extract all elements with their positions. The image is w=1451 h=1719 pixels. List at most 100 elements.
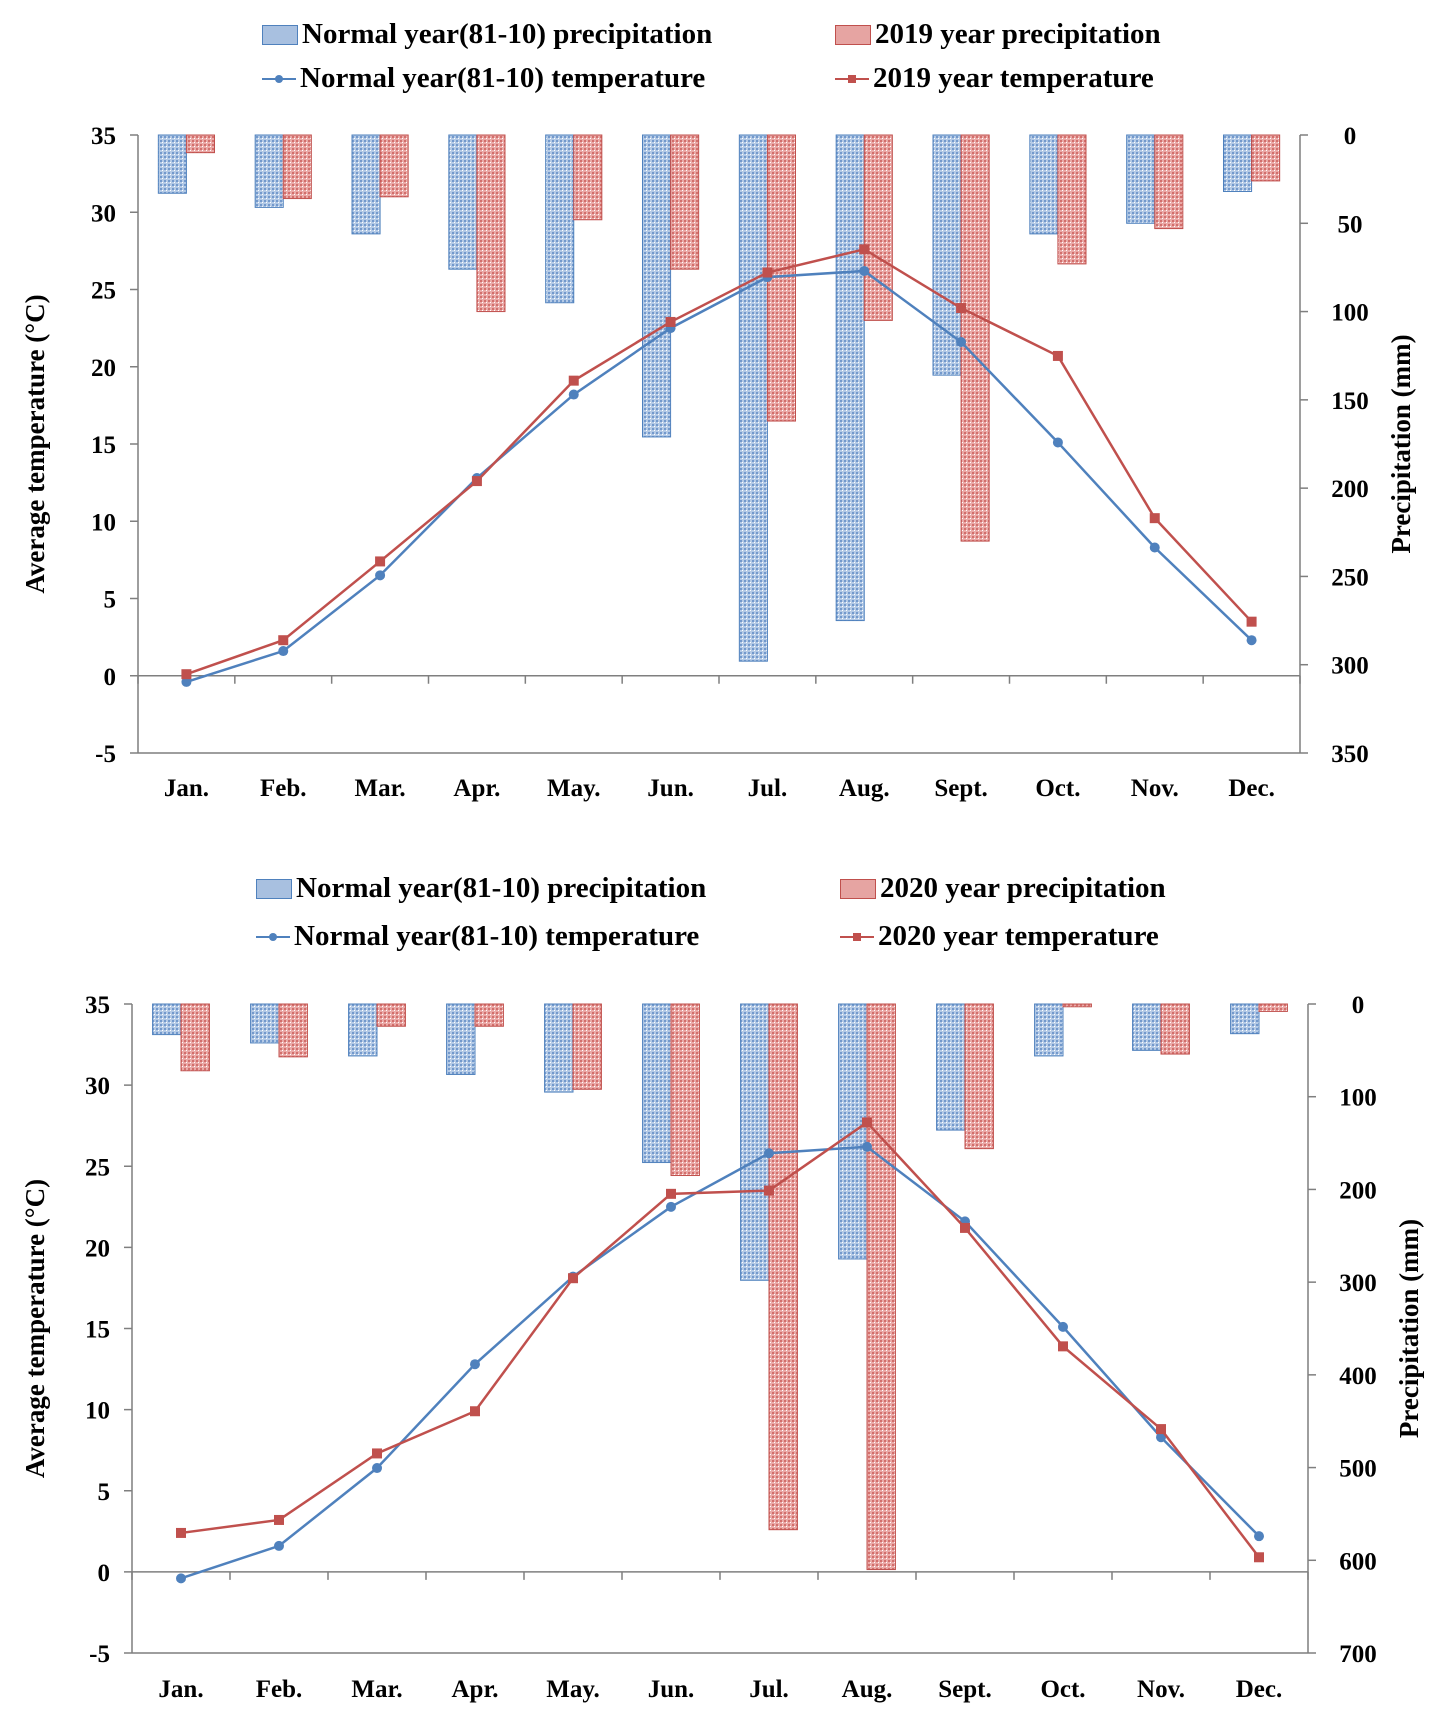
- x-tick-label: Dec.: [1228, 775, 1275, 802]
- bar-normal-precipitation: [157, 134, 187, 194]
- point-normal-temperature: [274, 1540, 284, 1551]
- point-year-temperature: [1052, 350, 1063, 361]
- point-year-temperature: [274, 1514, 284, 1525]
- bar-normal-precipitation: [448, 134, 478, 270]
- y-tick-label: 25: [91, 278, 116, 305]
- bar-year-precipitation: [474, 1003, 504, 1027]
- legend-label: 2020 year temperature: [878, 920, 1159, 952]
- point-normal-temperature: [764, 1148, 774, 1159]
- bar-normal-precipitation: [545, 134, 575, 304]
- bar-normal-precipitation: [740, 1003, 770, 1281]
- bar-normal-precipitation: [1132, 1003, 1162, 1051]
- y2-tick-label: 200: [1339, 1177, 1377, 1204]
- line-normal-temperature: [186, 269, 1253, 684]
- y2-tick-label: 500: [1339, 1456, 1377, 1483]
- bar-normal-precipitation: [835, 134, 865, 622]
- bar-year-precipitation: [180, 1003, 210, 1072]
- y-tick-label: 35: [91, 123, 116, 150]
- bar-year-precipitation: [1160, 1003, 1190, 1055]
- point-year-temperature: [1156, 1424, 1166, 1435]
- legend-item-normal-precipitation: Normal year(81-10) precipitation: [262, 18, 712, 51]
- x-tick-label: Jun.: [647, 775, 694, 802]
- y-tick-label: 20: [85, 1235, 110, 1262]
- y-tick-label: -5: [89, 1641, 110, 1668]
- legend-line-normal-temperature: [262, 70, 296, 88]
- y-tick-label: 30: [85, 1073, 110, 1100]
- legend-line-year-temperature: [840, 928, 874, 946]
- bar-year-precipitation: [1251, 134, 1281, 182]
- legend-label: 2019 year temperature: [873, 62, 1154, 94]
- y2-tick-label: 700: [1339, 1641, 1377, 1668]
- plot-area: 35302520151050-5050100150200250300350Jan…: [20, 123, 1416, 802]
- legend-label: Normal year(81-10) precipitation: [296, 872, 707, 904]
- y2-tick-label: 150: [1331, 388, 1369, 415]
- x-tick-label: May.: [546, 1676, 599, 1703]
- y2-tick-label: 400: [1339, 1363, 1377, 1390]
- point-year-temperature: [470, 1406, 480, 1417]
- y2-axis-title: Precipitation (mm): [1394, 1219, 1424, 1438]
- x-tick-label: Apr.: [453, 775, 500, 802]
- point-normal-temperature: [181, 676, 192, 687]
- y2-tick-label: 100: [1331, 300, 1369, 327]
- x-tick-label: Oct.: [1035, 775, 1080, 802]
- point-normal-temperature: [568, 389, 579, 400]
- line-normal-temperature: [180, 1145, 1260, 1580]
- legend-item-normal-temperature: Normal year(81-10) temperature: [262, 62, 705, 95]
- y-tick-label: 0: [98, 1560, 111, 1587]
- bar-year-precipitation: [670, 1003, 700, 1177]
- y-tick-label: 35: [85, 992, 110, 1019]
- y2-tick-label: 300: [1331, 653, 1369, 680]
- y-tick-label: 10: [91, 509, 116, 536]
- y-tick-label: 20: [91, 355, 116, 382]
- point-normal-temperature: [1156, 1432, 1166, 1443]
- point-normal-temperature: [1149, 542, 1160, 553]
- bar-year-precipitation: [1062, 1003, 1092, 1008]
- y-tick-label: 15: [91, 432, 116, 459]
- point-normal-temperature: [666, 1201, 676, 1212]
- point-year-temperature: [666, 1188, 676, 1199]
- plot-area: 35 30 25 20 15 10 5 0 -5 0 100 200 300 400 500 600 700 Ja…: [20, 992, 1424, 1703]
- bar-year-precipitation: [185, 134, 215, 154]
- point-year-temperature: [960, 1222, 970, 1233]
- y-tick-label: 25: [85, 1154, 110, 1181]
- point-year-temperature: [862, 1117, 872, 1128]
- point-normal-temperature: [470, 1359, 480, 1370]
- point-year-temperature: [665, 316, 676, 327]
- bar-normal-precipitation: [1223, 134, 1253, 193]
- legend-swatch-normal-precipitation: [262, 24, 298, 45]
- bar-normal-precipitation: [738, 134, 768, 662]
- y-tick-label: 5: [104, 587, 117, 614]
- y-tick-label: 0: [104, 664, 117, 691]
- point-normal-temperature: [176, 1573, 186, 1584]
- bar-normal-precipitation: [1034, 1003, 1064, 1057]
- point-normal-temperature: [1058, 1321, 1068, 1332]
- bar-normal-precipitation: [936, 1003, 966, 1131]
- line-year-temperature: [186, 247, 1253, 676]
- bar-normal-precipitation: [642, 134, 672, 438]
- legend-line-normal-temperature: [256, 928, 290, 946]
- line-year-temperature: [180, 1120, 1260, 1559]
- bar-year-precipitation: [1258, 1003, 1288, 1012]
- x-tick-label: May.: [547, 775, 600, 802]
- point-year-temperature: [471, 476, 482, 487]
- legend: Normal year(81-10) precipitation 2020 ye…: [0, 860, 1451, 980]
- legend-item-year-precipitation: 2019 year precipitation: [835, 18, 1161, 51]
- legend-line-year-temperature: [835, 70, 869, 88]
- point-year-temperature: [1149, 513, 1160, 524]
- point-normal-temperature: [278, 646, 289, 657]
- y-axis-title: Average temperature (°C): [20, 1179, 50, 1478]
- chart-2020: Normal year(81-10) precipitation 2020 ye…: [0, 860, 1451, 1719]
- y2-tick-label: 0: [1352, 992, 1365, 1019]
- point-year-temperature: [372, 1448, 382, 1459]
- y-axis-title: Average temperature (°C): [20, 294, 50, 593]
- legend: Normal year(81-10) precipitation 2019 ye…: [0, 0, 1451, 120]
- bar-year-precipitation: [278, 1003, 308, 1058]
- y2-tick-label: 200: [1331, 476, 1369, 503]
- bar-group: [152, 1003, 1288, 1571]
- point-normal-temperature: [859, 265, 870, 276]
- point-year-temperature: [568, 375, 579, 386]
- bar-normal-precipitation: [544, 1003, 574, 1093]
- x-tick-label: Mar.: [355, 775, 406, 802]
- x-tick-label: Feb.: [260, 775, 307, 802]
- bar-year-precipitation: [573, 134, 603, 221]
